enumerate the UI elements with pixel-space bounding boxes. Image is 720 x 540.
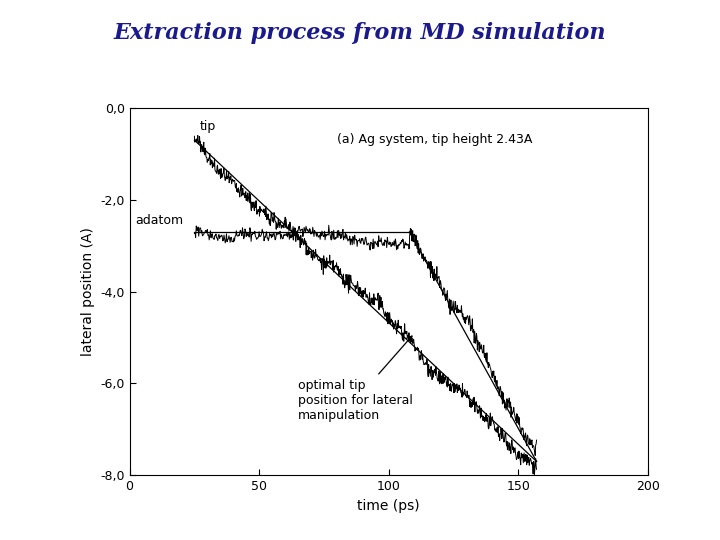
Y-axis label: lateral position (A): lateral position (A)	[81, 227, 95, 356]
Text: adatom: adatom	[135, 214, 183, 227]
Text: Extraction process from MD simulation: Extraction process from MD simulation	[114, 22, 606, 44]
X-axis label: time (ps): time (ps)	[358, 498, 420, 512]
Text: optimal tip
position for lateral
manipulation: optimal tip position for lateral manipul…	[298, 336, 413, 422]
Text: (a) Ag system, tip height 2.43A: (a) Ag system, tip height 2.43A	[337, 133, 532, 146]
Text: tip: tip	[199, 120, 216, 133]
